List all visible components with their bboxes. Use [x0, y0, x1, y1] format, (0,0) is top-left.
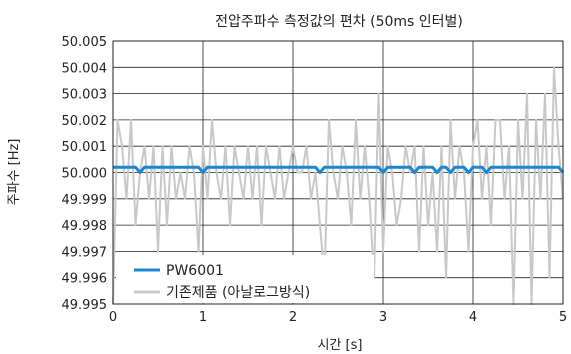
x-tick-label: 1 [199, 310, 207, 325]
y-tick-label: 49.998 [62, 219, 108, 234]
y-tick-label: 49.996 [62, 272, 108, 287]
x-tick-labels: 0 1 2 3 4 5 [109, 310, 567, 325]
x-tick-label: 0 [109, 310, 117, 325]
legend-label-pw6001: PW6001 [166, 263, 224, 279]
legend: PW6001 기존제품 (아날로그방식) [116, 255, 374, 303]
legend-label-analog: 기존제품 (아날로그방식) [166, 285, 310, 301]
y-axis-label: 주파수 [Hz] [7, 139, 22, 206]
y-tick-label: 50.003 [62, 88, 108, 103]
plot-frame [112, 40, 564, 305]
y-tick-label: 49.995 [62, 298, 108, 313]
x-tick-label: 3 [379, 310, 387, 325]
y-tick-label: 50.005 [62, 35, 108, 50]
y-tick-label: 50.001 [62, 140, 108, 155]
y-tick-label: 50.000 [62, 167, 108, 182]
legend-box [116, 255, 374, 303]
y-tick-label: 50.002 [62, 114, 108, 129]
x-axis-label: 시간 [s] [318, 338, 363, 353]
y-tick-label: 49.997 [62, 245, 108, 260]
chart-title: 전압주파수 측정값의 편차 (50ms 인터벌) [215, 14, 463, 30]
series-line-pw6001 [113, 165, 565, 174]
y-tick-labels: 49.995 49.996 49.997 49.998 49.999 50.000 50.0… [62, 35, 108, 313]
y-tick-label: 50.004 [62, 61, 108, 76]
x-tick-label: 2 [289, 310, 297, 325]
series-lines [112, 66, 565, 305]
x-tick-label: 5 [559, 310, 567, 325]
x-tick-label: 4 [469, 310, 477, 325]
y-tick-label: 49.999 [62, 193, 108, 208]
